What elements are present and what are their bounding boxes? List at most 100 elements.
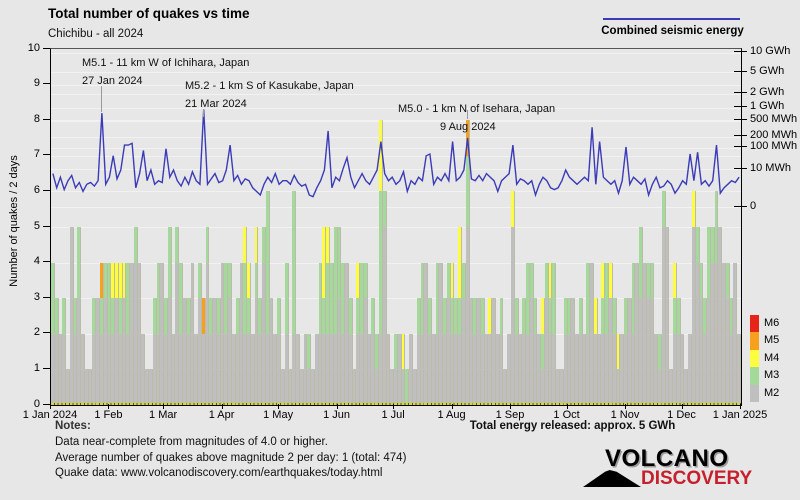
bar-segment-m2 — [296, 333, 299, 405]
bar-segment-m3 — [420, 262, 424, 334]
bar-segment-m3 — [265, 191, 269, 334]
bar-segment-m2 — [526, 333, 529, 405]
quake-bar — [115, 262, 119, 405]
gridline — [51, 227, 741, 228]
note-line: Quake data: www.volcanodiscovery.com/ear… — [55, 467, 383, 479]
x-axis-tick-label: 1 Aug — [437, 409, 466, 421]
bar-segment-m3 — [676, 298, 680, 334]
quake-bar — [620, 333, 625, 405]
bar-segment-m2 — [318, 333, 322, 405]
bar-segment-m2 — [503, 369, 507, 405]
quake-bar — [171, 333, 176, 405]
bar-segment-m3 — [379, 191, 382, 334]
quake-bar — [284, 262, 289, 405]
bar-segment-m3 — [326, 262, 329, 334]
legend-label-m2: M2 — [764, 386, 780, 399]
bar-segment-m2 — [552, 333, 556, 405]
x-axis-tick — [510, 404, 511, 409]
bar-segment-m2 — [541, 369, 544, 405]
bar-segment-m2 — [684, 369, 688, 405]
bar-segment-m2 — [171, 333, 175, 405]
x-axis-tick — [393, 404, 395, 409]
quake-bar — [567, 298, 572, 405]
bar-segment-m2 — [81, 333, 84, 405]
x-axis-tick-label: 1 Feb — [94, 409, 123, 421]
quake-bar — [503, 369, 508, 405]
quake-bar — [401, 333, 406, 405]
x-axis-tick — [221, 404, 223, 409]
y-axis-tick-right — [734, 167, 747, 169]
bar-segment-m3 — [646, 262, 650, 299]
bar-segment-m4 — [247, 262, 250, 299]
bar-segment-m2 — [548, 333, 552, 405]
quake-bar — [420, 262, 425, 405]
bar-segment-m2 — [461, 298, 465, 405]
bar-segment-m4 — [616, 333, 620, 370]
bar-segment-m3 — [205, 227, 209, 263]
bar-segment-m2 — [586, 333, 590, 405]
quake-bar — [213, 298, 217, 405]
bar-segment-m3 — [526, 262, 529, 334]
bar-segment-m3 — [405, 369, 409, 405]
quake-bar — [605, 262, 610, 405]
quake-bar — [492, 298, 496, 405]
quake-bar — [175, 227, 180, 405]
bar-segment-m3 — [179, 262, 182, 334]
bar-segment-m2 — [469, 298, 473, 405]
bar-segment-m2 — [341, 333, 345, 405]
note-line: Data near-complete from magnitudes of 4.… — [55, 436, 328, 448]
legend-swatch-m4 — [750, 349, 759, 368]
quake-bar — [729, 298, 734, 405]
bar-segment-m4 — [458, 227, 461, 299]
bar-segment-m4 — [450, 262, 454, 299]
bar-segment-m2 — [473, 333, 477, 405]
quake-bar — [431, 333, 436, 405]
bar-segment-m3 — [624, 298, 627, 334]
quake-bar — [578, 298, 583, 405]
bar-segment-m3 — [107, 262, 111, 334]
quake-bar — [639, 227, 643, 405]
bar-segment-m2 — [609, 298, 612, 405]
bar-segment-m3 — [454, 298, 458, 334]
gridline — [51, 93, 741, 95]
bar-segment-m3 — [126, 262, 130, 334]
bar-segment-m3 — [461, 262, 465, 299]
bar-segment-m3 — [337, 227, 341, 299]
page-title: Total number of quakes vs time — [48, 6, 250, 21]
gridline — [51, 191, 741, 193]
quake-bar — [288, 369, 293, 405]
bar-segment-m2 — [62, 333, 66, 405]
quake-bar — [194, 333, 199, 405]
quake-bar — [691, 191, 696, 405]
quake-bar — [92, 298, 97, 405]
bar-segment-m3 — [224, 262, 228, 334]
x-axis-tick-label: 1 Jan 2025 — [712, 409, 768, 421]
bar-segment-m4 — [593, 298, 597, 334]
y-axis-tick-right — [734, 146, 747, 148]
bar-segment-m3 — [443, 298, 446, 334]
bar-segment-m3 — [499, 298, 503, 334]
quake-bar — [627, 298, 632, 405]
quake-bar — [269, 298, 274, 405]
gridline — [51, 207, 741, 209]
bar-segment-m2 — [303, 333, 307, 405]
quake-bar — [152, 298, 157, 405]
quake-bar — [688, 333, 692, 405]
y-axis-tick-label-left: 4 — [33, 255, 40, 268]
quake-bar — [488, 298, 493, 405]
quake-bar — [699, 262, 704, 405]
bar-segment-m2 — [133, 262, 137, 405]
bar-segment-m2 — [224, 333, 228, 405]
bar-segment-m4 — [326, 227, 329, 263]
quake-bar — [593, 298, 598, 405]
bar-segment-m3 — [167, 227, 171, 299]
x-axis-tick-label: 1 Mar — [149, 409, 178, 421]
quake-bar — [601, 262, 606, 405]
bar-segment-m2 — [642, 262, 646, 405]
quake-bar — [477, 298, 481, 405]
bar-segment-m3 — [198, 262, 201, 299]
y-axis-tick-label-right: 200 MWh — [750, 129, 798, 142]
bar-segment-m2 — [665, 227, 669, 405]
quake-bar — [435, 262, 440, 405]
bar-segment-m2 — [646, 298, 650, 405]
